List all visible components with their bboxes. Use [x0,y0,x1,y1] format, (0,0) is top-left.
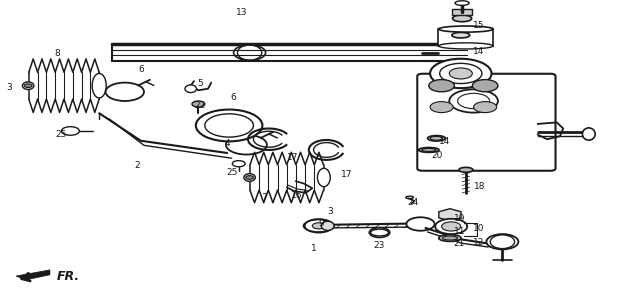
Circle shape [192,101,205,107]
Text: 11: 11 [454,226,465,236]
Text: 14: 14 [439,137,451,147]
Circle shape [305,219,333,233]
Text: 9: 9 [319,219,324,228]
Text: 6: 6 [138,65,143,74]
Text: 10: 10 [473,224,484,233]
Text: 4: 4 [225,139,230,148]
Ellipse shape [419,147,439,152]
Circle shape [458,93,490,109]
Text: 16: 16 [291,191,302,200]
Text: 19: 19 [454,214,465,223]
Ellipse shape [422,148,436,151]
Ellipse shape [459,167,473,172]
Text: FR.: FR. [56,270,79,282]
Text: 8: 8 [55,49,60,58]
Circle shape [369,228,390,237]
Text: 13: 13 [236,8,248,17]
Text: 15: 15 [473,21,484,30]
Text: 21: 21 [454,239,465,248]
Circle shape [429,80,454,92]
Text: 14: 14 [473,47,484,56]
Text: 3: 3 [328,207,333,216]
Text: 17: 17 [341,170,353,179]
Text: 25: 25 [226,168,237,177]
Bar [452,9,472,15]
Text: 12: 12 [473,238,484,247]
Circle shape [24,84,32,88]
Text: 20: 20 [431,151,443,160]
Ellipse shape [582,128,595,140]
Polygon shape [16,270,50,280]
Text: 17: 17 [287,153,299,162]
Circle shape [205,114,253,137]
Circle shape [312,223,325,229]
Text: 23: 23 [373,241,385,250]
Circle shape [449,89,498,113]
Ellipse shape [185,85,196,92]
Text: 18: 18 [474,182,486,191]
Text: 5: 5 [197,79,202,88]
Text: 3: 3 [6,83,12,92]
Text: 2: 2 [135,161,140,170]
Ellipse shape [439,26,493,32]
Ellipse shape [442,236,458,240]
Ellipse shape [321,221,334,230]
Circle shape [440,63,482,84]
Text: 24: 24 [408,198,419,207]
Ellipse shape [452,32,470,38]
Circle shape [435,219,467,234]
Circle shape [449,68,472,79]
Ellipse shape [455,1,469,6]
Ellipse shape [317,168,330,187]
Ellipse shape [22,82,34,89]
FancyBboxPatch shape [417,74,556,171]
Circle shape [486,234,518,249]
Ellipse shape [439,235,461,241]
Circle shape [430,102,453,113]
Circle shape [472,80,498,92]
Ellipse shape [430,136,443,140]
Text: 25: 25 [55,130,67,139]
Circle shape [246,176,253,179]
Circle shape [234,45,266,60]
Ellipse shape [439,43,493,49]
Circle shape [430,59,492,88]
Text: 22: 22 [194,101,205,110]
Text: 7: 7 [261,193,266,202]
Text: 1: 1 [311,244,316,253]
Ellipse shape [428,136,445,141]
Text: 6: 6 [231,93,236,103]
Ellipse shape [92,73,106,98]
Ellipse shape [244,174,255,181]
Circle shape [442,222,461,231]
Circle shape [406,217,435,231]
Circle shape [474,102,497,113]
Ellipse shape [452,15,472,22]
Bar [438,29,493,46]
Circle shape [196,110,262,141]
